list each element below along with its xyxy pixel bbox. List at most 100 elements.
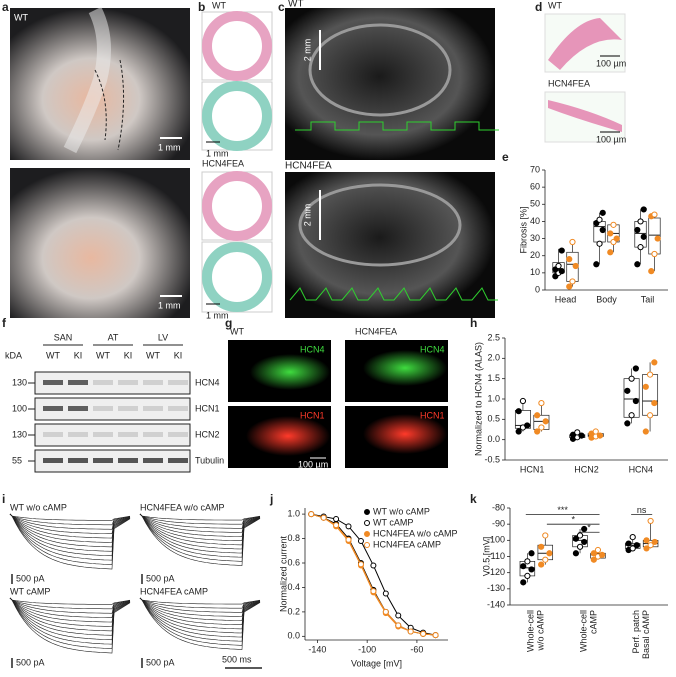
panel-label: f	[2, 316, 7, 330]
scale-label: 1 mm	[206, 310, 229, 320]
data-point	[607, 230, 614, 237]
label: HCN4FEA	[202, 158, 244, 168]
label: WT	[288, 0, 304, 10]
current-trace	[9, 597, 131, 636]
data-point	[590, 550, 597, 557]
current-trace	[9, 597, 131, 654]
band	[143, 432, 163, 437]
data-point	[519, 397, 527, 405]
x-tick-label: Basal cAMP	[641, 610, 651, 659]
data-point	[566, 256, 573, 263]
current-trace	[9, 513, 131, 561]
scale-label: 2 mm	[302, 39, 312, 62]
legend-marker	[364, 542, 370, 548]
current-trace	[9, 597, 131, 614]
data-point	[581, 525, 588, 533]
current-trace	[139, 597, 261, 646]
band	[143, 406, 163, 411]
channel-label: HCN4	[420, 344, 445, 354]
current-trace	[9, 513, 131, 543]
data-point	[629, 545, 636, 552]
band	[68, 380, 88, 385]
y-tick-label: 50	[530, 199, 540, 209]
legend-label: HCN4FEA w/o cAMP	[373, 528, 458, 538]
data-point	[345, 536, 352, 543]
band	[43, 458, 63, 463]
current-trace	[9, 513, 131, 526]
current-trace	[139, 513, 261, 558]
y-tick-label: 30	[530, 233, 540, 243]
x-tick-label: HCN4	[629, 464, 654, 474]
data-point	[538, 561, 545, 568]
data-point	[370, 562, 377, 569]
data-point	[382, 608, 389, 615]
legend-label: WT cAMP	[373, 517, 413, 527]
channel-label: HCN4	[300, 344, 325, 354]
panel-label: c	[278, 0, 285, 14]
x-tick-label: Whole-cell	[526, 610, 536, 652]
current-trace	[139, 597, 261, 605]
data-point	[542, 556, 549, 563]
band	[43, 432, 63, 437]
data-point	[534, 428, 541, 435]
data-point	[646, 412, 654, 419]
scale-label: 1 mm	[158, 300, 181, 310]
data-point	[538, 399, 545, 407]
current-trace	[139, 513, 261, 541]
data-point	[637, 244, 644, 251]
data-point	[542, 418, 549, 425]
scale-label: 500 pA	[16, 573, 45, 583]
label: HCN4FEA	[285, 161, 332, 172]
data-point	[576, 532, 584, 539]
legend-marker	[364, 531, 370, 537]
label: HCN4FEA	[355, 326, 397, 336]
y-tick-label: 0	[535, 284, 540, 294]
current-trace	[9, 597, 131, 610]
current-trace	[139, 597, 261, 613]
significance-label: ns	[637, 505, 647, 515]
data-point	[598, 551, 606, 558]
data-point	[651, 211, 658, 218]
x-tick-label: HCN1	[520, 464, 545, 474]
data-point	[607, 249, 614, 256]
current-trace	[139, 513, 261, 525]
marker-label: 100	[12, 403, 27, 413]
y-tick-label: 1.0	[487, 393, 500, 403]
current-trace	[139, 597, 261, 650]
y-tick-label: -110	[488, 551, 505, 561]
current-trace	[139, 597, 261, 617]
data-point	[594, 546, 602, 554]
current-trace	[9, 597, 131, 645]
band	[93, 406, 113, 411]
panel-label: k	[470, 492, 477, 506]
data-point	[642, 383, 649, 390]
trace-label: HCN4FEA w/o cAMP	[140, 502, 225, 512]
data-point	[574, 429, 581, 436]
y-tick-label: 10	[530, 267, 540, 277]
data-point	[382, 590, 389, 597]
data-point	[629, 534, 636, 541]
tissue-label: SAN	[54, 332, 73, 342]
y-tick-label: 70	[530, 164, 540, 174]
current-trace	[9, 597, 131, 632]
current-trace	[139, 597, 261, 609]
data-point	[345, 523, 352, 530]
band	[93, 458, 113, 463]
channel-label: HCN1	[420, 410, 445, 420]
data-point	[640, 233, 647, 240]
data-point	[528, 550, 535, 557]
x-tick-label: HCN2	[574, 464, 599, 474]
y-axis-label: Normalized to HCN4 (ALAS)	[473, 342, 483, 456]
current-trace	[139, 513, 261, 529]
y-tick-label: 0.6	[287, 557, 300, 567]
data-point	[572, 550, 580, 557]
x-tick-label: Whole-cell	[578, 610, 588, 652]
data-point	[558, 268, 565, 275]
x-tick-label: Head	[555, 294, 577, 304]
current-trace	[139, 513, 261, 554]
data-point	[520, 579, 527, 586]
band	[118, 380, 138, 385]
legend-label: HCN4FEA cAMP	[373, 539, 441, 549]
data-point	[596, 216, 603, 223]
